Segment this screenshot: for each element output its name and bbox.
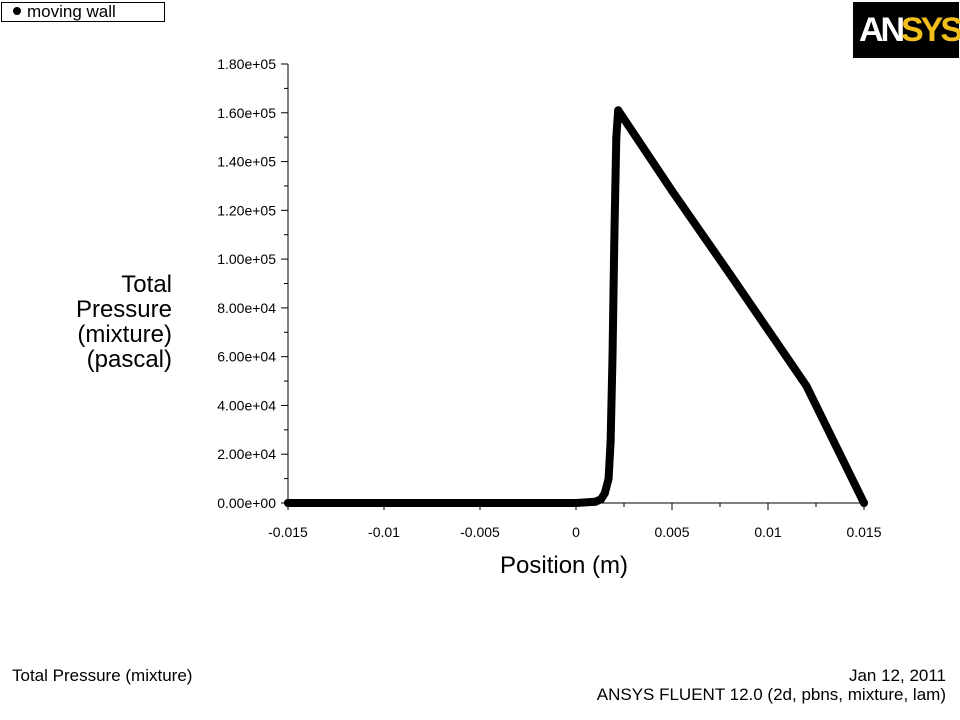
y-axis-label: Total Pressure (mixture) (pascal) xyxy=(76,272,172,372)
data-point xyxy=(476,499,484,507)
y-tick-label: 6.00e+04 xyxy=(217,349,276,365)
y-axis-label-line: (mixture) xyxy=(77,321,172,348)
data-point xyxy=(802,381,811,390)
y-tick-label: 0.00e+00 xyxy=(217,495,276,511)
x-axis-label: Position (m) xyxy=(500,552,629,579)
x-tick-label: 0.01 xyxy=(754,524,781,540)
data-point xyxy=(596,495,605,504)
data-point xyxy=(284,499,292,507)
legend-label: moving wall xyxy=(27,2,116,21)
footer-date: Jan 12, 2011 xyxy=(848,666,946,685)
logo-text-part2: SYS xyxy=(901,11,960,49)
y-tick-label: 1.60e+05 xyxy=(217,105,276,121)
logo-text-part1: AN xyxy=(859,11,905,49)
y-tick-label: 1.00e+05 xyxy=(217,251,276,267)
data-point xyxy=(604,474,613,483)
data-point xyxy=(860,499,868,507)
y-axis-label-line: Total xyxy=(121,271,172,298)
ansys-logo: AN SYS xyxy=(853,2,960,58)
data-point xyxy=(608,352,617,361)
data-point xyxy=(600,489,609,498)
x-tick-label: -0.015 xyxy=(268,524,308,540)
data-point xyxy=(606,438,615,447)
data-point xyxy=(614,106,623,115)
data-point xyxy=(380,499,388,507)
y-tick-label: 1.80e+05 xyxy=(217,56,276,72)
x-tick-label: -0.005 xyxy=(460,524,500,540)
footer-version: ANSYS FLUENT 12.0 (2d, pbns, mixture, la… xyxy=(596,685,946,704)
x-tick-label: -0.01 xyxy=(368,524,400,540)
y-tick-label: 1.20e+05 xyxy=(217,202,276,218)
data-point xyxy=(725,269,734,278)
x-tick-label: 0.015 xyxy=(846,524,881,540)
data-point xyxy=(610,230,619,239)
series-line xyxy=(284,106,868,507)
data-point xyxy=(572,499,580,507)
y-tick-label: 8.00e+04 xyxy=(217,300,276,316)
y-tick-label: 1.40e+05 xyxy=(217,154,276,170)
y-axis-label-line: (pascal) xyxy=(86,346,172,373)
x-tick-label: 0 xyxy=(572,524,580,540)
data-point xyxy=(764,325,772,334)
data-point xyxy=(668,186,676,195)
y-tick-label: 4.00e+04 xyxy=(217,397,276,413)
legend-marker xyxy=(13,7,21,15)
data-point xyxy=(612,133,621,142)
x-tick-label: 0.005 xyxy=(654,524,689,540)
y-axis-label-line: Pressure xyxy=(75,296,172,323)
legend: moving wall xyxy=(1,2,165,22)
footer-title: Total Pressure (mixture) xyxy=(12,666,193,685)
y-tick-label: 2.00e+04 xyxy=(217,446,276,462)
